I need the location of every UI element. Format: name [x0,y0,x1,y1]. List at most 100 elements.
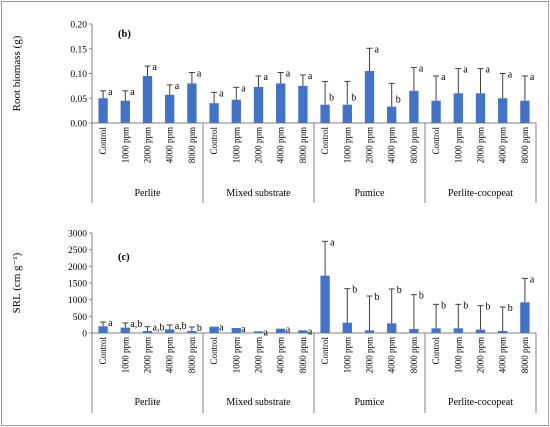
bar [298,330,308,333]
significance-letter: b [351,93,356,104]
category-label: Control [431,337,441,365]
category-label: 2000 ppm [476,127,486,163]
significance-letter: a [219,88,224,99]
chart-panel-c: 0 500 1000 1500 2000 2500 3000 SRL (cm g⁻¹) (c) a… [11,230,537,413]
category-label: 4000 ppm [165,337,175,373]
significance-letter: b [375,292,380,303]
significance-letter: a [286,325,291,336]
significance-letter: a [463,65,468,76]
category-label: Control [98,127,108,155]
significance-letter: b [352,285,357,296]
bar [431,100,441,123]
category-label: Control [431,127,441,155]
category-label: 1000 ppm [231,127,241,163]
bar [453,93,463,123]
category-label: 4000 ppm [165,127,175,163]
bar [187,331,197,333]
significance-letter: a [153,62,158,73]
significance-letter: a,b [153,323,165,334]
category-label: 4000 ppm [276,337,286,373]
y-tick-label: 2500 [68,246,87,256]
bar [231,328,241,333]
bar [387,106,397,123]
category-label: 2000 ppm [254,337,264,373]
category-label: 1000 ppm [231,337,241,373]
category-label: 4000 ppm [387,337,397,373]
y-tick-label: 500 [73,313,88,323]
y-tick-label: 1000 [68,296,87,306]
significance-letter: a [108,318,113,329]
significance-letter: a [441,72,446,83]
bar [253,86,264,123]
category-label: 8000 ppm [409,127,419,163]
significance-letter: a [286,69,291,80]
y-axis-label: SRL (cm g⁻¹) [11,252,23,313]
category-label: 2000 ppm [365,337,375,373]
group-label: Pumice [355,188,386,199]
panel-label: (b) [118,29,131,40]
significance-letter: a [308,71,313,82]
category-label: 4000 ppm [498,337,508,373]
y-tick-label: 0.10 [70,70,87,80]
significance-letter: a [241,83,246,94]
bar [276,328,286,333]
significance-letter: b [419,291,424,302]
bar [364,330,375,333]
bar [253,331,264,333]
category-label: 8000 ppm [520,127,530,163]
bar [165,329,175,333]
bar [409,329,419,333]
significance-letter: a [530,274,535,285]
charts-container: 0.00 0.05 0.10 0.15 0.20 Root biomass (g) (b) a… [11,21,537,413]
bar [409,90,419,123]
bar [165,94,175,123]
category-label: 8000 ppm [520,337,530,373]
bar [475,93,486,123]
bar [120,327,130,333]
significance-letter: b [463,300,468,311]
significance-letter: a [264,72,269,83]
category-label: 1000 ppm [453,127,463,163]
category-label: 8000 ppm [409,337,419,373]
bar [98,98,108,123]
bar [453,328,463,333]
y-tick-label: 2000 [68,263,87,273]
significance-letter: a [175,81,180,92]
bar [231,99,241,123]
significance-letter: a [530,72,535,83]
category-label: Control [320,127,330,155]
bar [120,100,130,123]
bar [342,322,352,333]
category-label: 1000 ppm [120,127,130,163]
group-label: Perlite-cocopeat [448,188,513,199]
bar [475,329,486,333]
significance-letter: a [375,44,380,55]
category-label: 1000 ppm [120,337,130,373]
category-label: 8000 ppm [298,127,308,163]
significance-letter: a,b [130,319,142,330]
category-label: Control [320,337,330,365]
panel-label: (c) [118,252,130,263]
bar [187,83,197,123]
group-label: Pumice [355,397,386,408]
category-label: 2000 ppm [365,127,375,163]
category-label: 2000 ppm [476,337,486,373]
bar [320,104,330,123]
significance-letter: b [197,323,202,334]
bar [320,275,330,333]
significance-letter: a [219,323,224,334]
bar [342,104,352,123]
bar [98,326,108,333]
group-label: Perlite [134,188,161,199]
category-label: 4000 ppm [276,127,286,163]
bar [520,302,530,333]
category-label: 4000 ppm [387,127,397,163]
group-label: Perlite-cocopeat [448,397,513,408]
significance-letter: a [508,70,513,81]
significance-letter: a [486,65,491,76]
significance-letter: a [130,87,135,98]
significance-letter: a [241,324,246,335]
significance-letter: a [419,64,424,75]
y-tick-label: 3000 [68,230,87,240]
